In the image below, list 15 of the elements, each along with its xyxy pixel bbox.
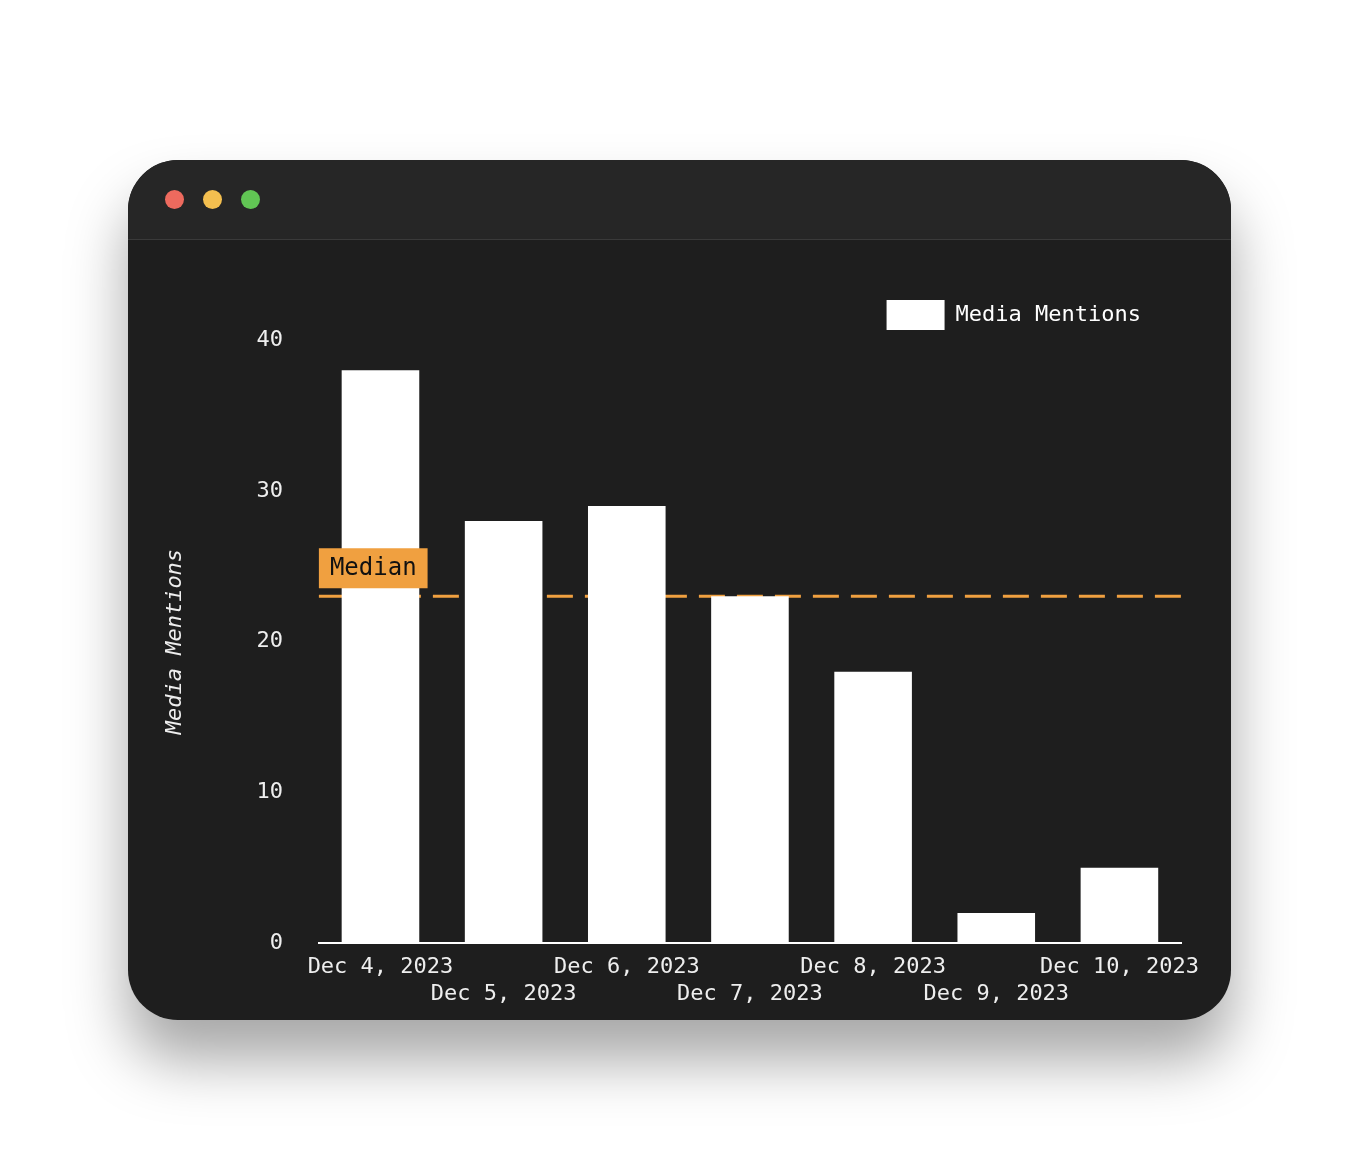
x-tick-label: Dec 8, 2023	[800, 953, 946, 979]
y-tick-label: 30	[256, 476, 283, 502]
y-tick-label: 40	[256, 325, 283, 351]
legend-label: Media Mentions	[955, 300, 1142, 326]
y-tick-label: 20	[256, 627, 283, 653]
ref-line-label: Median	[329, 552, 417, 581]
x-tick-label: Dec 4, 2023	[307, 953, 454, 979]
x-tick-label: Dec 9, 2023	[923, 979, 1070, 1005]
x-tick-label: Dec 5, 2023	[430, 979, 577, 1005]
x-tick-label: Dec 10, 2023	[1039, 953, 1199, 979]
y-tick-label: 0	[269, 928, 283, 954]
x-tick-label: Dec 7, 2023	[677, 979, 823, 1005]
y-tick-label: 10	[256, 778, 283, 804]
y-axis-title: Media Mentions	[160, 548, 186, 736]
x-tick-label: Dec 6, 2023	[553, 953, 700, 979]
